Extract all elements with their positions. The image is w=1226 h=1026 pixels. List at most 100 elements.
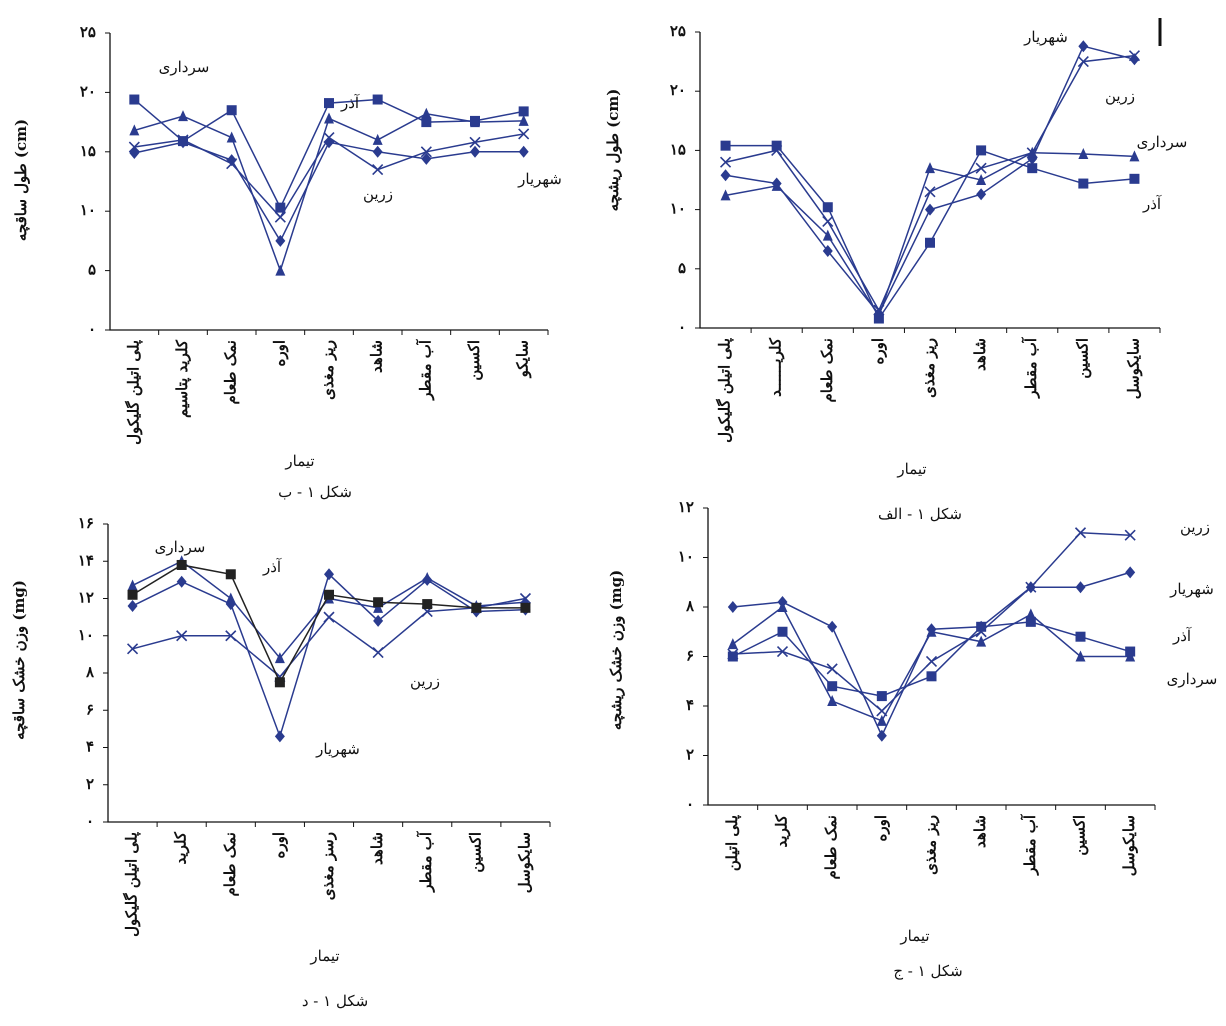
marker (876, 714, 887, 726)
marker (776, 645, 789, 658)
marker (275, 264, 286, 276)
x-axis-label: تیمار (309, 947, 339, 965)
marker (727, 638, 738, 650)
caption: شکل ۱ - الف (878, 505, 962, 523)
x-tick-label: شاهد (368, 340, 386, 373)
marker (720, 189, 731, 201)
x-tick-label: شاهد (368, 832, 386, 865)
x-tick-label: پلی اتیلن (723, 815, 742, 871)
x-tick-label: نمک طعام (221, 832, 239, 897)
axis-line (699, 32, 1160, 329)
x-tick-label: پلی اتیلن گلیکول (124, 340, 143, 445)
x-tick-label: آب مقطر (1020, 813, 1039, 876)
marker (372, 646, 384, 659)
marker (372, 164, 384, 176)
y-tick-label: ۱۲ (78, 589, 94, 607)
series-label: شهریار (1169, 580, 1214, 598)
x-tick-label: کلرید (172, 831, 190, 864)
marker (178, 136, 188, 147)
y-tick-label: ۰ (86, 812, 94, 830)
marker (925, 162, 935, 174)
y-tick-label: ۰ (678, 318, 686, 336)
series-label: شهریار (315, 740, 360, 758)
series-line (725, 54, 1135, 312)
marker (127, 589, 138, 600)
marker (1075, 631, 1086, 642)
marker (469, 136, 481, 148)
marker (226, 105, 237, 116)
y-tick-label: ۱۵ (80, 142, 96, 160)
x-tick-label: سایکوسل (1120, 815, 1138, 876)
x-tick-label: سایکوسل (515, 832, 533, 893)
marker (324, 568, 334, 581)
marker (1128, 50, 1141, 62)
x-tick-label: اوره (270, 340, 288, 367)
marker (1075, 650, 1086, 662)
marker (822, 215, 834, 228)
marker (1075, 581, 1086, 594)
y-tick-label: ۲۵ (80, 23, 96, 41)
y-axis-label: طول ریشچه (cm) (604, 89, 622, 212)
marker (226, 158, 238, 170)
x-axis-label: تیمار (284, 452, 314, 470)
x-tick-label: رسز مغذی (319, 832, 337, 900)
x-tick-label: اکسین (466, 832, 484, 873)
x-tick-label: آب مقطر (1021, 336, 1040, 399)
series-line (134, 141, 524, 243)
x-tick-label: شاهد (971, 338, 989, 371)
marker (518, 114, 529, 126)
marker (1025, 608, 1036, 620)
x-tick-label: شاهد (971, 815, 989, 848)
marker (274, 211, 286, 223)
marker (1027, 163, 1038, 174)
marker (470, 145, 480, 158)
y-tick-label: ۴ (686, 696, 694, 714)
series-label: شهریار (1023, 28, 1068, 46)
x-tick-label: کلرید (773, 814, 791, 847)
series-line (725, 152, 1135, 318)
marker (420, 146, 432, 158)
marker (421, 152, 432, 165)
marker (926, 625, 937, 637)
y-axis-label: طول ساقچه (cm) (12, 119, 30, 241)
y-tick-label: ۲ (86, 775, 94, 793)
series-label: آذر (262, 558, 282, 576)
chart-panel: ۰ ۵ ۱۰ ۱۵ ۲۰ ۲۵ پلی اتیلن گلیکول کلرید پتاسیم نم… (12, 23, 562, 501)
marker (226, 131, 237, 143)
x-tick-label: کلریــــــد (767, 337, 785, 397)
marker (976, 621, 987, 632)
marker (520, 602, 531, 613)
marker (518, 106, 529, 117)
marker (925, 237, 935, 248)
marker (1078, 178, 1089, 189)
marker (422, 599, 433, 610)
x-tick-label: نمک طعام (818, 338, 836, 403)
marker (1025, 616, 1036, 627)
y-tick-label: ۱۰ (78, 626, 94, 644)
marker (976, 145, 987, 156)
marker (976, 188, 987, 201)
marker (822, 229, 833, 241)
y-tick-label: ۱۶ (78, 514, 94, 532)
series-label: آذر (1172, 627, 1192, 645)
marker (518, 128, 530, 140)
marker (876, 729, 887, 742)
y-tick-label: ۵ (678, 259, 686, 277)
marker (827, 681, 838, 692)
marker (275, 234, 286, 247)
x-tick-label: اکسین (1073, 338, 1091, 379)
y-tick-label: ۲۵ (670, 22, 686, 40)
marker (925, 655, 938, 668)
marker (129, 124, 140, 136)
y-tick-label: ۱۴ (78, 551, 94, 569)
x-tick-label: پلی اتیلن گلیکول (123, 832, 142, 937)
marker (518, 145, 529, 158)
marker (225, 592, 236, 604)
marker (719, 156, 732, 168)
series-label: زرین (363, 185, 393, 203)
marker (372, 145, 383, 158)
series-label: شهریار (517, 170, 562, 188)
x-tick-label: نمک طعام (822, 815, 840, 880)
marker (373, 614, 384, 627)
marker (976, 174, 987, 185)
